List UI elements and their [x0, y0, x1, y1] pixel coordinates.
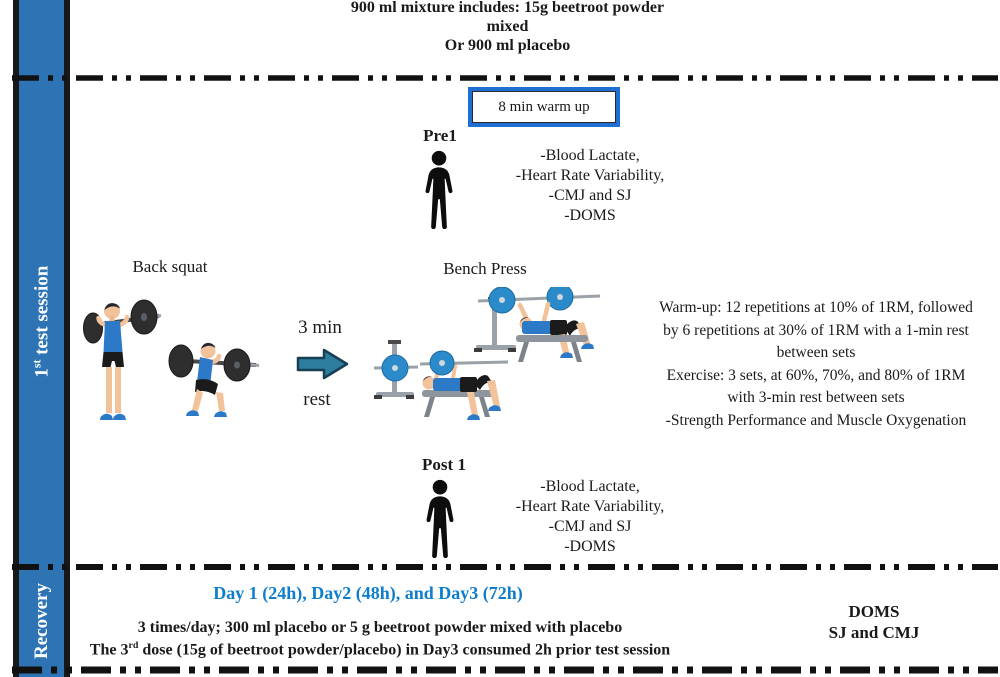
- recovery-measures-doms: DOMS SJ and CMJ: [828, 602, 920, 642]
- dose-prefix: The 3: [89, 641, 129, 659]
- back-squat-label: Back squat: [132, 257, 208, 276]
- warmup-box-label: 8 min warm up: [472, 91, 616, 123]
- person-icon: [425, 150, 453, 230]
- bench-press-down-icon: [373, 340, 509, 420]
- post1-measures-list: -Blood Lactate, -Heart Rate Variability,…: [515, 478, 665, 555]
- pre1-measures-list: -Blood Lactate, -Heart Rate Variability,…: [515, 147, 665, 224]
- supplement-mixture-text: 900 ml mixture includes: 15g beetroot po…: [350, 0, 665, 54]
- dashed-divider-middle: [12, 564, 998, 570]
- pre1-label: Pre1: [423, 126, 457, 145]
- dose-rest: dose (15g of beetroot powder/placebo) in…: [138, 641, 671, 659]
- arrow-right-icon: [296, 348, 349, 380]
- session1-text: test session: [31, 266, 53, 360]
- exercise-protocol-text: Warm-up: 12 repetitions at 10% of 1RM, f…: [659, 299, 973, 429]
- dashed-divider-top: [12, 75, 998, 81]
- sidebar-label-first-test-session: 1st test session: [13, 78, 70, 566]
- sidebar-label-recovery: Recovery: [30, 583, 52, 659]
- recovery-days-heading: Day 1 (24h), Day2 (48h), and Day3 (72h): [213, 583, 523, 603]
- person-icon: [426, 479, 454, 559]
- back-squat-standing-icon: [83, 299, 162, 420]
- dose-ordinal: rd: [128, 640, 139, 651]
- bench-press-label: Bench Press: [443, 259, 527, 278]
- warmup-box: 8 min warm up: [468, 87, 620, 127]
- rest-duration-label: 3 min: [298, 317, 342, 338]
- recovery-dosing-line1: 3 times/day; 300 ml placebo or 5 g beetr…: [137, 619, 623, 636]
- post1-label: Post 1: [422, 455, 466, 474]
- session1-number: 1: [31, 368, 53, 378]
- dashed-divider-bottom: [12, 666, 998, 674]
- back-squat-bottom-icon: [168, 342, 260, 417]
- session1-ordinal: st: [29, 359, 43, 369]
- bench-press-up-icon: [474, 287, 601, 362]
- rest-word-label: rest: [303, 389, 331, 410]
- recovery-dosing-line2: The 3rd dose (15g of beetroot powder/pla…: [60, 640, 700, 659]
